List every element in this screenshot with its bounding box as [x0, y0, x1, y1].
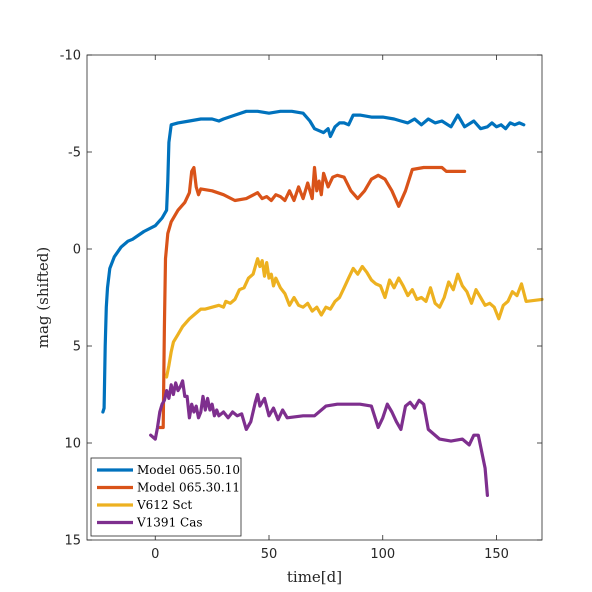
- y-axis: -10 -5 0 5 10 15: [60, 49, 542, 549]
- y-tick-label: 5: [73, 340, 81, 355]
- x-tick-label: 100: [370, 547, 395, 562]
- y-tick-label: -10: [60, 49, 81, 64]
- legend-entry: Model 065.50.10: [137, 463, 240, 477]
- legend: Model 065.50.10 Model 065.30.11 V612 Sct V1…: [90, 457, 242, 537]
- legend-entry: Model 065.30.11: [137, 481, 240, 495]
- x-tick-label: 50: [261, 547, 278, 562]
- series-line-2: [158, 165, 467, 430]
- legend-entry: V612 Sct: [136, 498, 192, 512]
- series-layer: [101, 109, 544, 497]
- x-axis: 0 50 100 150: [151, 55, 509, 562]
- y-tick-label: -5: [68, 146, 81, 161]
- y-tick-label: 15: [64, 534, 81, 549]
- y-tick-label: 10: [64, 437, 81, 452]
- legend-entry: V1391 Cas: [136, 516, 203, 530]
- plot-frame: [86, 54, 543, 541]
- x-tick-label: 150: [484, 547, 509, 562]
- x-tick-label: 0: [151, 547, 159, 562]
- series-line-3: [165, 257, 544, 379]
- y-axis-label: mag (shifted): [34, 247, 52, 348]
- x-axis-label: time[d]: [287, 568, 342, 586]
- series-line-4: [149, 379, 489, 497]
- y-tick-label: 0: [73, 243, 81, 258]
- series-line-1: [101, 109, 526, 414]
